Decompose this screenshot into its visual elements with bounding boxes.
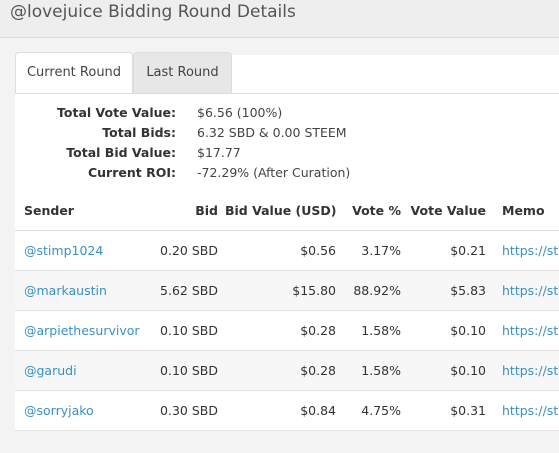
header-vote-pct: Vote % — [352, 203, 401, 218]
header-bid: Bid — [195, 203, 218, 218]
bid-value-cell: $0.28 — [300, 323, 336, 338]
vote-value-cell: $0.31 — [450, 403, 486, 418]
tab-last-round[interactable]: Last Round — [133, 52, 232, 93]
sender-link[interactable]: @arpiethesurvivor — [24, 323, 140, 338]
vote-pct-cell: 1.58% — [361, 323, 401, 338]
vote-pct-cell: 88.92% — [353, 283, 401, 298]
tabs-divider — [15, 93, 559, 94]
vote-value-cell: $5.83 — [450, 283, 486, 298]
title-bar: @lovejuice Bidding Round Details — [0, 0, 559, 38]
summary-label: Total Bid Value: — [66, 145, 176, 160]
bid-cell: 0.10 SBD — [160, 323, 218, 338]
bid-value-cell: $0.84 — [300, 403, 336, 418]
bid-cell: 0.20 SBD — [160, 243, 218, 258]
memo-link[interactable]: https://ste — [502, 243, 559, 258]
bid-cell: 0.10 SBD — [160, 363, 218, 378]
vote-pct-cell: 4.75% — [361, 403, 401, 418]
bid-cell: 5.62 SBD — [160, 283, 218, 298]
table-row: @stimp1024 0.20 SBD $0.56 3.17% $0.21 ht… — [15, 231, 559, 271]
vote-value-cell: $0.21 — [450, 243, 486, 258]
vote-value-cell: $0.10 — [450, 323, 486, 338]
memo-link[interactable]: https://ste — [502, 283, 559, 298]
header-memo: Memo — [502, 203, 545, 218]
summary-value: $6.56 (100%) — [197, 105, 283, 120]
summary-value: $17.77 — [197, 145, 241, 160]
table-row: @markaustin 5.62 SBD $15.80 88.92% $5.83… — [15, 271, 559, 311]
summary-label: Total Vote Value: — [57, 105, 176, 120]
table-row: @sorryjako 0.30 SBD $0.84 4.75% $0.31 ht… — [15, 391, 559, 431]
summary-label: Current ROI: — [87, 165, 176, 180]
vote-pct-cell: 3.17% — [361, 243, 401, 258]
bid-value-cell: $0.28 — [300, 363, 336, 378]
summary-label: Total Bids: — [102, 125, 176, 140]
table-header: Sender Bid Bid Value (USD) Vote % Vote V… — [15, 191, 559, 231]
sender-link[interactable]: @garudi — [24, 363, 77, 378]
memo-link[interactable]: https://ste — [502, 363, 559, 378]
header-bid-value: Bid Value (USD) — [225, 203, 336, 218]
header-sender: Sender — [24, 203, 74, 218]
summary-value: -72.29% (After Curation) — [197, 165, 351, 180]
memo-link[interactable]: https://ste — [502, 323, 559, 338]
summary-value: 6.32 SBD & 0.00 STEEM — [197, 125, 347, 140]
bid-value-cell: $0.56 — [300, 243, 336, 258]
bid-cell: 0.30 SBD — [160, 403, 218, 418]
sender-link[interactable]: @sorryjako — [24, 403, 94, 418]
table-row: @garudi 0.10 SBD $0.28 1.58% $0.10 https… — [15, 351, 559, 391]
sender-link[interactable]: @markaustin — [24, 283, 107, 298]
header-vote-value: Vote Value — [410, 203, 486, 218]
vote-value-cell: $0.10 — [450, 363, 486, 378]
tab-current-round[interactable]: Current Round — [15, 52, 133, 94]
memo-link[interactable]: https://ste — [502, 403, 559, 418]
bid-value-cell: $15.80 — [292, 283, 336, 298]
sender-link[interactable]: @stimp1024 — [24, 243, 104, 258]
page-title: @lovejuice Bidding Round Details — [10, 2, 296, 22]
vote-pct-cell: 1.58% — [361, 363, 401, 378]
table-row: @arpiethesurvivor 0.10 SBD $0.28 1.58% $… — [15, 311, 559, 351]
